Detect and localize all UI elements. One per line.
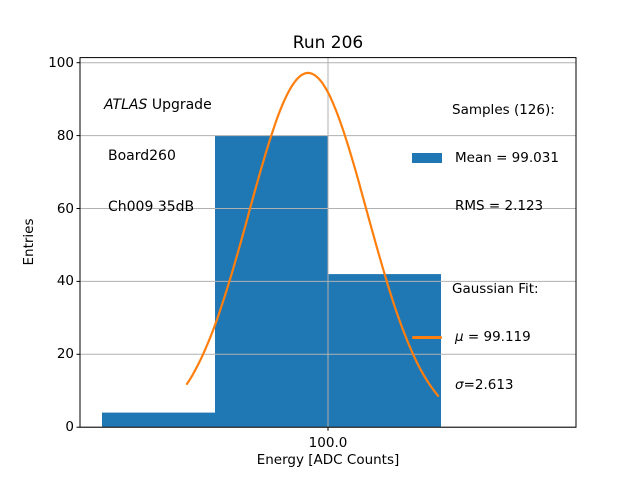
annotation-line-channel: Ch009 35dB	[108, 199, 195, 215]
mu-symbol: μ	[455, 329, 464, 345]
legend-entry-samples: Samples (126): Mean = 99.031 RMS = 2.123	[412, 70, 559, 246]
y-axis-label: Entries	[21, 218, 37, 266]
chart-title: Run 206	[292, 33, 364, 53]
legend-rms-value: RMS = 2.123	[455, 198, 544, 214]
y-tick-label: 60	[56, 200, 74, 217]
y-tick-label: 0	[65, 419, 74, 436]
mu-rest: = 99.119	[463, 329, 531, 345]
legend-fit-header: Gaussian Fit:	[452, 281, 539, 297]
experiment-name: ATLAS	[104, 97, 148, 113]
legend-mean-value: Mean = 99.031	[455, 150, 559, 166]
gaussian-fit-curve	[185, 71, 440, 397]
legend-entry-fit: Gaussian Fit: μ = 99.119 σ=2.613	[412, 249, 559, 425]
legend-mu-value: μ = 99.119	[455, 329, 539, 345]
histogram-bar	[102, 412, 215, 428]
y-tick-label: 80	[56, 127, 74, 144]
y-tick-label: 20	[56, 346, 74, 363]
annotation-block: ATLAS Upgrade Board260 Ch009 35dB	[104, 63, 212, 250]
histogram-bar	[328, 274, 441, 428]
sigma-symbol: σ	[455, 377, 464, 393]
legend-sigma-value: σ=2.613	[455, 377, 539, 393]
legend-handle-samples	[412, 153, 442, 163]
legend: Samples (126): Mean = 99.031 RMS = 2.123…	[412, 70, 559, 425]
fit-line-icon	[412, 335, 442, 339]
legend-handle-fit	[412, 335, 442, 339]
histogram-swatch-icon	[412, 153, 442, 163]
y-tick-label: 100	[48, 54, 74, 71]
annotation-line-board: Board260	[108, 148, 176, 164]
experiment-suffix: Upgrade	[147, 97, 212, 113]
legend-samples-text: Samples (126): Mean = 99.031 RMS = 2.123	[452, 70, 559, 246]
legend-fit-text: Gaussian Fit: μ = 99.119 σ=2.613	[452, 249, 539, 425]
y-tick-label: 40	[56, 273, 74, 290]
x-tick-label: 100.0	[308, 435, 348, 451]
sigma-rest: =2.613	[463, 377, 514, 393]
annotation-line-experiment: ATLAS Upgrade	[104, 97, 212, 114]
x-axis-label: Energy [ADC Counts]	[256, 452, 400, 468]
legend-samples-header: Samples (126):	[452, 102, 555, 118]
